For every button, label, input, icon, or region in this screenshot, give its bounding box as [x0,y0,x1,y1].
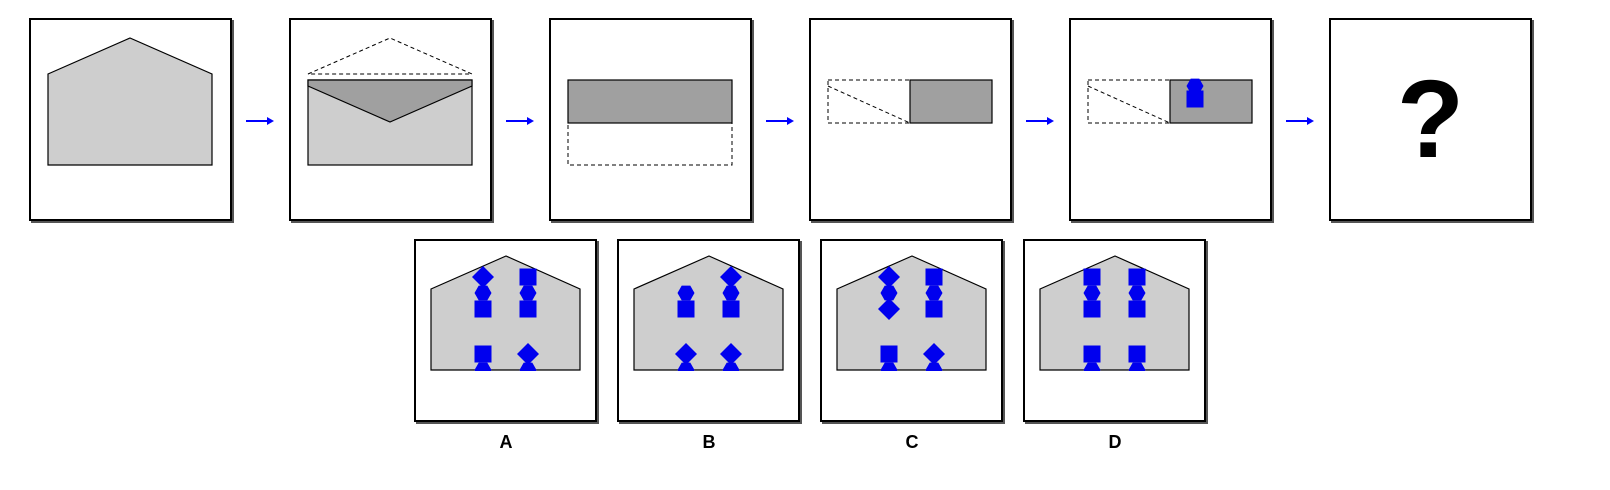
square-hole [722,300,740,318]
option-d-figure [1039,255,1190,379]
hexagon-hole [677,285,695,301]
option-b-figure [633,255,784,379]
square-hole [519,300,537,318]
diamond-hole [472,266,494,288]
step-3-panel [549,18,752,221]
hexagon-hole [474,285,492,301]
square-hole [1083,268,1101,286]
option-a-figure [430,255,581,379]
square-hole [1128,300,1146,318]
diamond-hole [720,266,742,288]
hexagon-hole [1083,285,1101,301]
arrow-icon [766,117,794,125]
square-hole [1128,345,1146,363]
question-mark: ? [1396,58,1465,181]
fold-side-figure [827,79,993,124]
diamond-hole [517,343,539,365]
square-hole [519,268,537,286]
punched-square-hole [1186,90,1204,108]
square-hole [677,300,695,318]
arrow-icon [506,117,534,125]
arrow-icon [1286,117,1314,125]
hexagon-hole [722,285,740,301]
option-c-figure [836,255,987,379]
hexagon-hole [1128,285,1146,301]
square-hole [474,300,492,318]
diamond-hole [878,298,900,320]
step-4-panel [809,18,1012,221]
option-c-label[interactable]: C [905,432,919,452]
square-hole [1128,268,1146,286]
hexagon-hole [519,285,537,301]
arrow-icon [1026,117,1054,125]
option-a-panel[interactable] [414,239,597,422]
punched-hexagon-hole [1186,78,1204,94]
option-d-panel[interactable] [1023,239,1206,422]
fold-flap-figure [307,37,473,166]
arrow-icon [246,117,274,125]
square-hole [925,268,943,286]
option-b-panel[interactable] [617,239,800,422]
step-2-panel [289,18,492,221]
option-c-panel[interactable] [820,239,1003,422]
diamond-hole [878,266,900,288]
option-b-label[interactable]: B [702,432,716,452]
option-d-label[interactable]: D [1108,432,1122,452]
pentagon-sheet-figure [47,37,213,166]
option-a-label[interactable]: A [499,432,513,452]
step-1-panel [29,18,232,221]
square-hole [925,300,943,318]
square-hole [474,345,492,363]
hexagon-hole [880,285,898,301]
square-hole [1083,345,1101,363]
square-hole [880,345,898,363]
question-panel: ? [1329,18,1532,221]
diamond-hole [675,343,697,365]
square-hole [1083,300,1101,318]
diamond-hole [720,343,742,365]
hexagon-hole [925,285,943,301]
step-5-panel [1069,18,1272,221]
fold-half-figure [567,79,733,166]
punch-holes-figure [1087,78,1253,124]
diamond-hole [923,343,945,365]
